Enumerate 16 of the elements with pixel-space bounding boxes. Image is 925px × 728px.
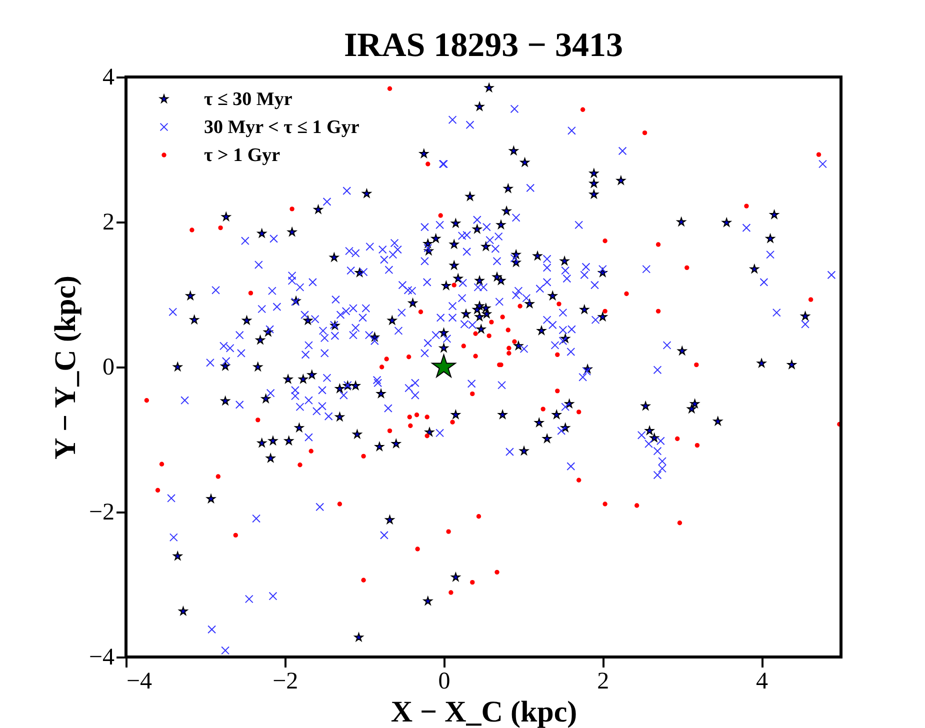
x-tick-label: 2 bbox=[597, 668, 610, 694]
legend-label: τ ≤ 30 Myr bbox=[204, 89, 293, 110]
y-tick-label: −2 bbox=[88, 500, 114, 526]
x-axis-title: X − X_C (kpc) bbox=[390, 696, 578, 728]
chart-title: IRAS 18293 − 3413 bbox=[344, 27, 624, 64]
x-tick-label: −4 bbox=[126, 668, 152, 694]
legend-label: τ > 1 Gyr bbox=[204, 145, 281, 166]
y-tick-label: 4 bbox=[102, 64, 114, 90]
y-axis-title: Y − Y_C (kpc) bbox=[48, 275, 82, 460]
y-tick-label: −4 bbox=[88, 644, 114, 670]
x-tick-label: 0 bbox=[438, 668, 450, 694]
x-tick-label: −2 bbox=[272, 668, 298, 694]
y-tick-label: 0 bbox=[102, 354, 114, 380]
legend-label: 30 Myr < τ ≤ 1 Gyr bbox=[204, 117, 360, 138]
x-tick-label: 4 bbox=[756, 668, 768, 694]
y-tick-label: 2 bbox=[102, 210, 114, 236]
